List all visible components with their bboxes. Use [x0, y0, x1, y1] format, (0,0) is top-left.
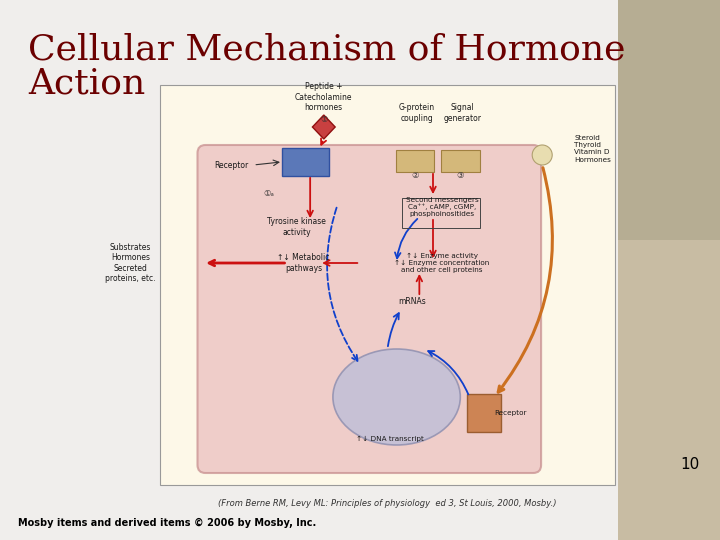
FancyBboxPatch shape: [467, 394, 501, 432]
FancyBboxPatch shape: [441, 150, 480, 172]
Text: Peptide +
Catecholamine
hormones: Peptide + Catecholamine hormones: [295, 82, 353, 112]
Circle shape: [532, 145, 552, 165]
Text: ↑↓ DNA transcript: ↑↓ DNA transcript: [356, 436, 423, 442]
Text: Receptor: Receptor: [215, 160, 248, 170]
Text: ③: ③: [456, 171, 464, 179]
Text: 10: 10: [680, 457, 700, 472]
Bar: [618, 240, 720, 540]
Polygon shape: [312, 115, 336, 139]
Bar: [160, 85, 615, 485]
FancyBboxPatch shape: [197, 145, 541, 473]
FancyBboxPatch shape: [395, 150, 434, 172]
FancyBboxPatch shape: [282, 148, 329, 176]
Text: Second messengers
Ca⁺⁺, cAMP, cGMP,
phosphoinositides: Second messengers Ca⁺⁺, cAMP, cGMP, phos…: [406, 197, 479, 218]
Text: Receptor: Receptor: [495, 410, 527, 416]
Text: Steroid
Thyroid
Vitamin D
Hormones: Steroid Thyroid Vitamin D Hormones: [574, 136, 611, 163]
Text: G-protein
coupling: G-protein coupling: [399, 103, 435, 123]
Text: ↑↓ Enzyme activity
↑↓ Enzyme concentration
and other cell proteins: ↑↓ Enzyme activity ↑↓ Enzyme concentrati…: [395, 253, 490, 273]
Text: Cellular Mechanism of Hormone: Cellular Mechanism of Hormone: [28, 32, 626, 66]
Text: Mosby items and derived items © 2006 by Mosby, Inc.: Mosby items and derived items © 2006 by …: [18, 518, 316, 528]
Text: Substrates
Hormones
Secreted
proteins, etc.: Substrates Hormones Secreted proteins, e…: [105, 243, 156, 283]
Bar: [618, 0, 720, 240]
Text: ①ₐ: ①ₐ: [264, 188, 274, 198]
Text: ①: ①: [320, 114, 328, 124]
Text: Signal
generator: Signal generator: [444, 103, 482, 123]
Text: (From Berne RM, Levy ML: Principles of physiology  ed 3, St Louis, 2000, Mosby.): (From Berne RM, Levy ML: Principles of p…: [218, 499, 557, 508]
Ellipse shape: [333, 349, 460, 445]
Text: ↑↓ Metabolic
pathways: ↑↓ Metabolic pathways: [277, 253, 330, 273]
Text: ②: ②: [411, 171, 418, 179]
Bar: [618, 0, 720, 540]
Text: Tyrosine kinase
activity: Tyrosine kinase activity: [267, 217, 326, 237]
Text: mRNAs: mRNAs: [399, 296, 426, 306]
Text: Action: Action: [28, 66, 145, 100]
